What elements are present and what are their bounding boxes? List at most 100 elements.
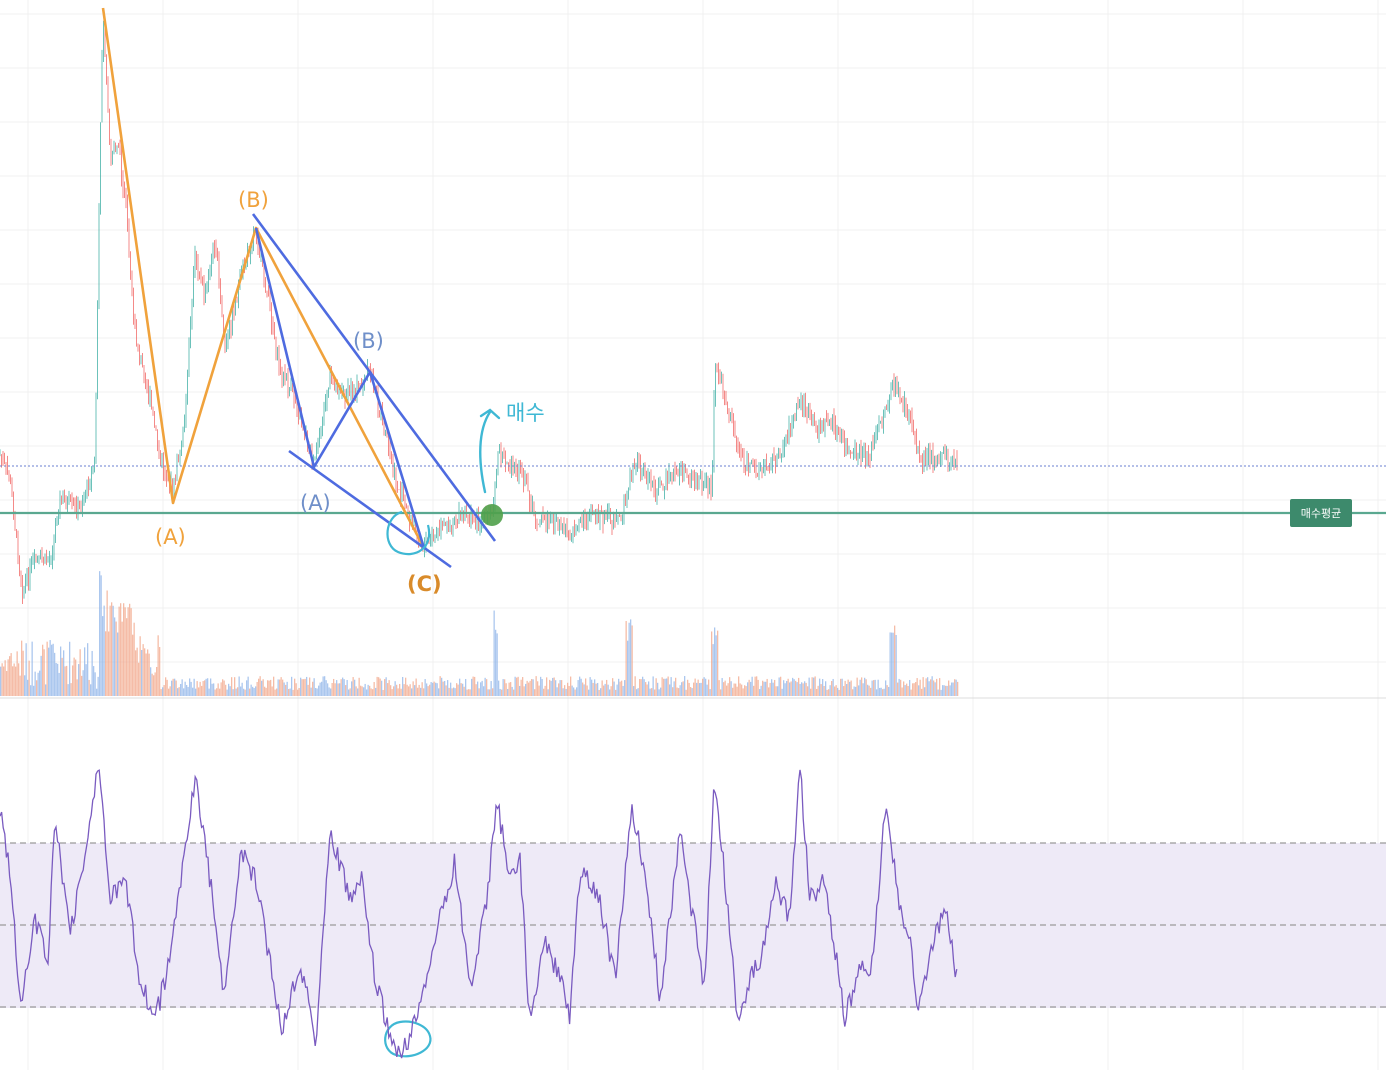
volume-bar xyxy=(435,682,437,696)
volume-bar xyxy=(351,681,353,696)
volume-bar xyxy=(313,678,315,696)
volume-bar xyxy=(586,685,588,696)
volume-bar xyxy=(93,666,95,696)
volume-bar xyxy=(528,682,530,696)
volume-bar xyxy=(571,685,573,696)
volume-bar xyxy=(897,682,899,696)
volume-bar xyxy=(838,689,840,696)
volume-bar xyxy=(658,689,660,696)
volume-bar xyxy=(700,682,702,696)
volume-bar xyxy=(861,677,863,696)
volume-bar xyxy=(352,677,354,696)
volume-bar xyxy=(885,680,887,696)
volume-bar xyxy=(870,687,872,696)
volume-bar xyxy=(907,686,909,696)
volume-bar xyxy=(300,677,302,696)
volume-bar xyxy=(933,680,935,696)
volume-bar xyxy=(598,689,600,696)
volume-bar xyxy=(0,666,2,696)
volume-bar xyxy=(439,676,441,696)
volume-bar xyxy=(852,689,854,696)
volume-bar xyxy=(168,688,170,696)
volume-bar xyxy=(276,688,278,696)
orange-label-c: (C) xyxy=(407,572,442,596)
volume-bar xyxy=(475,684,477,696)
volume-bar xyxy=(832,678,834,696)
volume-bar xyxy=(561,680,563,696)
volume-bar xyxy=(387,683,389,696)
volume-bar xyxy=(244,689,246,696)
volume-bar xyxy=(378,677,380,696)
volume-bar xyxy=(787,678,789,696)
volume-bar xyxy=(630,619,632,696)
volume-bar xyxy=(703,677,705,696)
volume-bar xyxy=(757,679,759,696)
volume-bar xyxy=(823,685,825,696)
volume-bar xyxy=(33,685,35,696)
volume-bar xyxy=(405,677,407,696)
volume-bar xyxy=(76,679,78,696)
volume-bar xyxy=(604,683,606,696)
volume-bar xyxy=(601,680,603,696)
volume-bar xyxy=(198,687,200,696)
volume-bar xyxy=(952,682,954,696)
volume-bar xyxy=(721,678,723,696)
volume-bar xyxy=(474,676,476,696)
volume-bar xyxy=(540,676,542,696)
volume-bar xyxy=(919,679,921,696)
volume-bar xyxy=(660,687,662,696)
volume-bar xyxy=(235,688,237,696)
volume-bar xyxy=(753,685,755,696)
volume-bar xyxy=(433,681,435,696)
volume-bar xyxy=(925,678,927,696)
volume-bar xyxy=(220,682,222,696)
volume-bar xyxy=(772,682,774,696)
volume-bar xyxy=(484,677,486,696)
volume-bar xyxy=(163,685,165,696)
volume-bar xyxy=(373,682,375,696)
price-candles xyxy=(0,17,958,605)
volume-bar xyxy=(148,653,150,696)
volume-bar xyxy=(894,625,896,696)
volume-bar xyxy=(880,687,882,696)
volume-bar xyxy=(877,679,879,696)
volume-bar xyxy=(21,640,23,696)
volume-bar xyxy=(514,676,516,696)
volume-bar xyxy=(613,681,615,696)
volume-bar xyxy=(720,689,722,696)
volume-bar xyxy=(495,629,497,696)
volume-bar xyxy=(624,680,626,696)
volume-bar xyxy=(100,575,102,696)
volume-bar xyxy=(535,676,537,696)
volume-bar xyxy=(282,679,284,696)
volume-bar xyxy=(661,677,663,696)
volume-bar xyxy=(694,678,696,696)
volume-bar xyxy=(594,679,596,696)
volume-bar xyxy=(423,688,425,696)
volume-bar xyxy=(118,606,120,696)
volume-bar xyxy=(954,679,956,696)
volume-bar xyxy=(385,677,387,696)
volume-bar xyxy=(175,680,177,696)
volume-bar xyxy=(705,678,707,696)
volume-bar xyxy=(910,689,912,696)
volume-bar xyxy=(297,689,299,696)
volume-bar xyxy=(289,688,291,696)
volume-bar xyxy=(112,605,114,696)
volume-bar xyxy=(507,688,509,696)
volume-bar xyxy=(510,682,512,696)
volume-bar xyxy=(336,680,338,696)
volume-bar xyxy=(921,688,923,696)
volume-bar xyxy=(691,688,693,696)
volume-bar xyxy=(349,688,351,696)
volume-bar xyxy=(625,621,627,696)
volume-bar xyxy=(45,684,47,696)
volume-bar xyxy=(549,679,551,696)
volume-bar xyxy=(628,622,630,696)
volume-bar xyxy=(444,680,446,696)
volume-bar xyxy=(553,677,555,696)
volume-bar xyxy=(298,687,300,696)
volume-bar xyxy=(798,677,800,696)
volume-bar xyxy=(763,681,765,696)
volume-bar xyxy=(12,666,14,696)
